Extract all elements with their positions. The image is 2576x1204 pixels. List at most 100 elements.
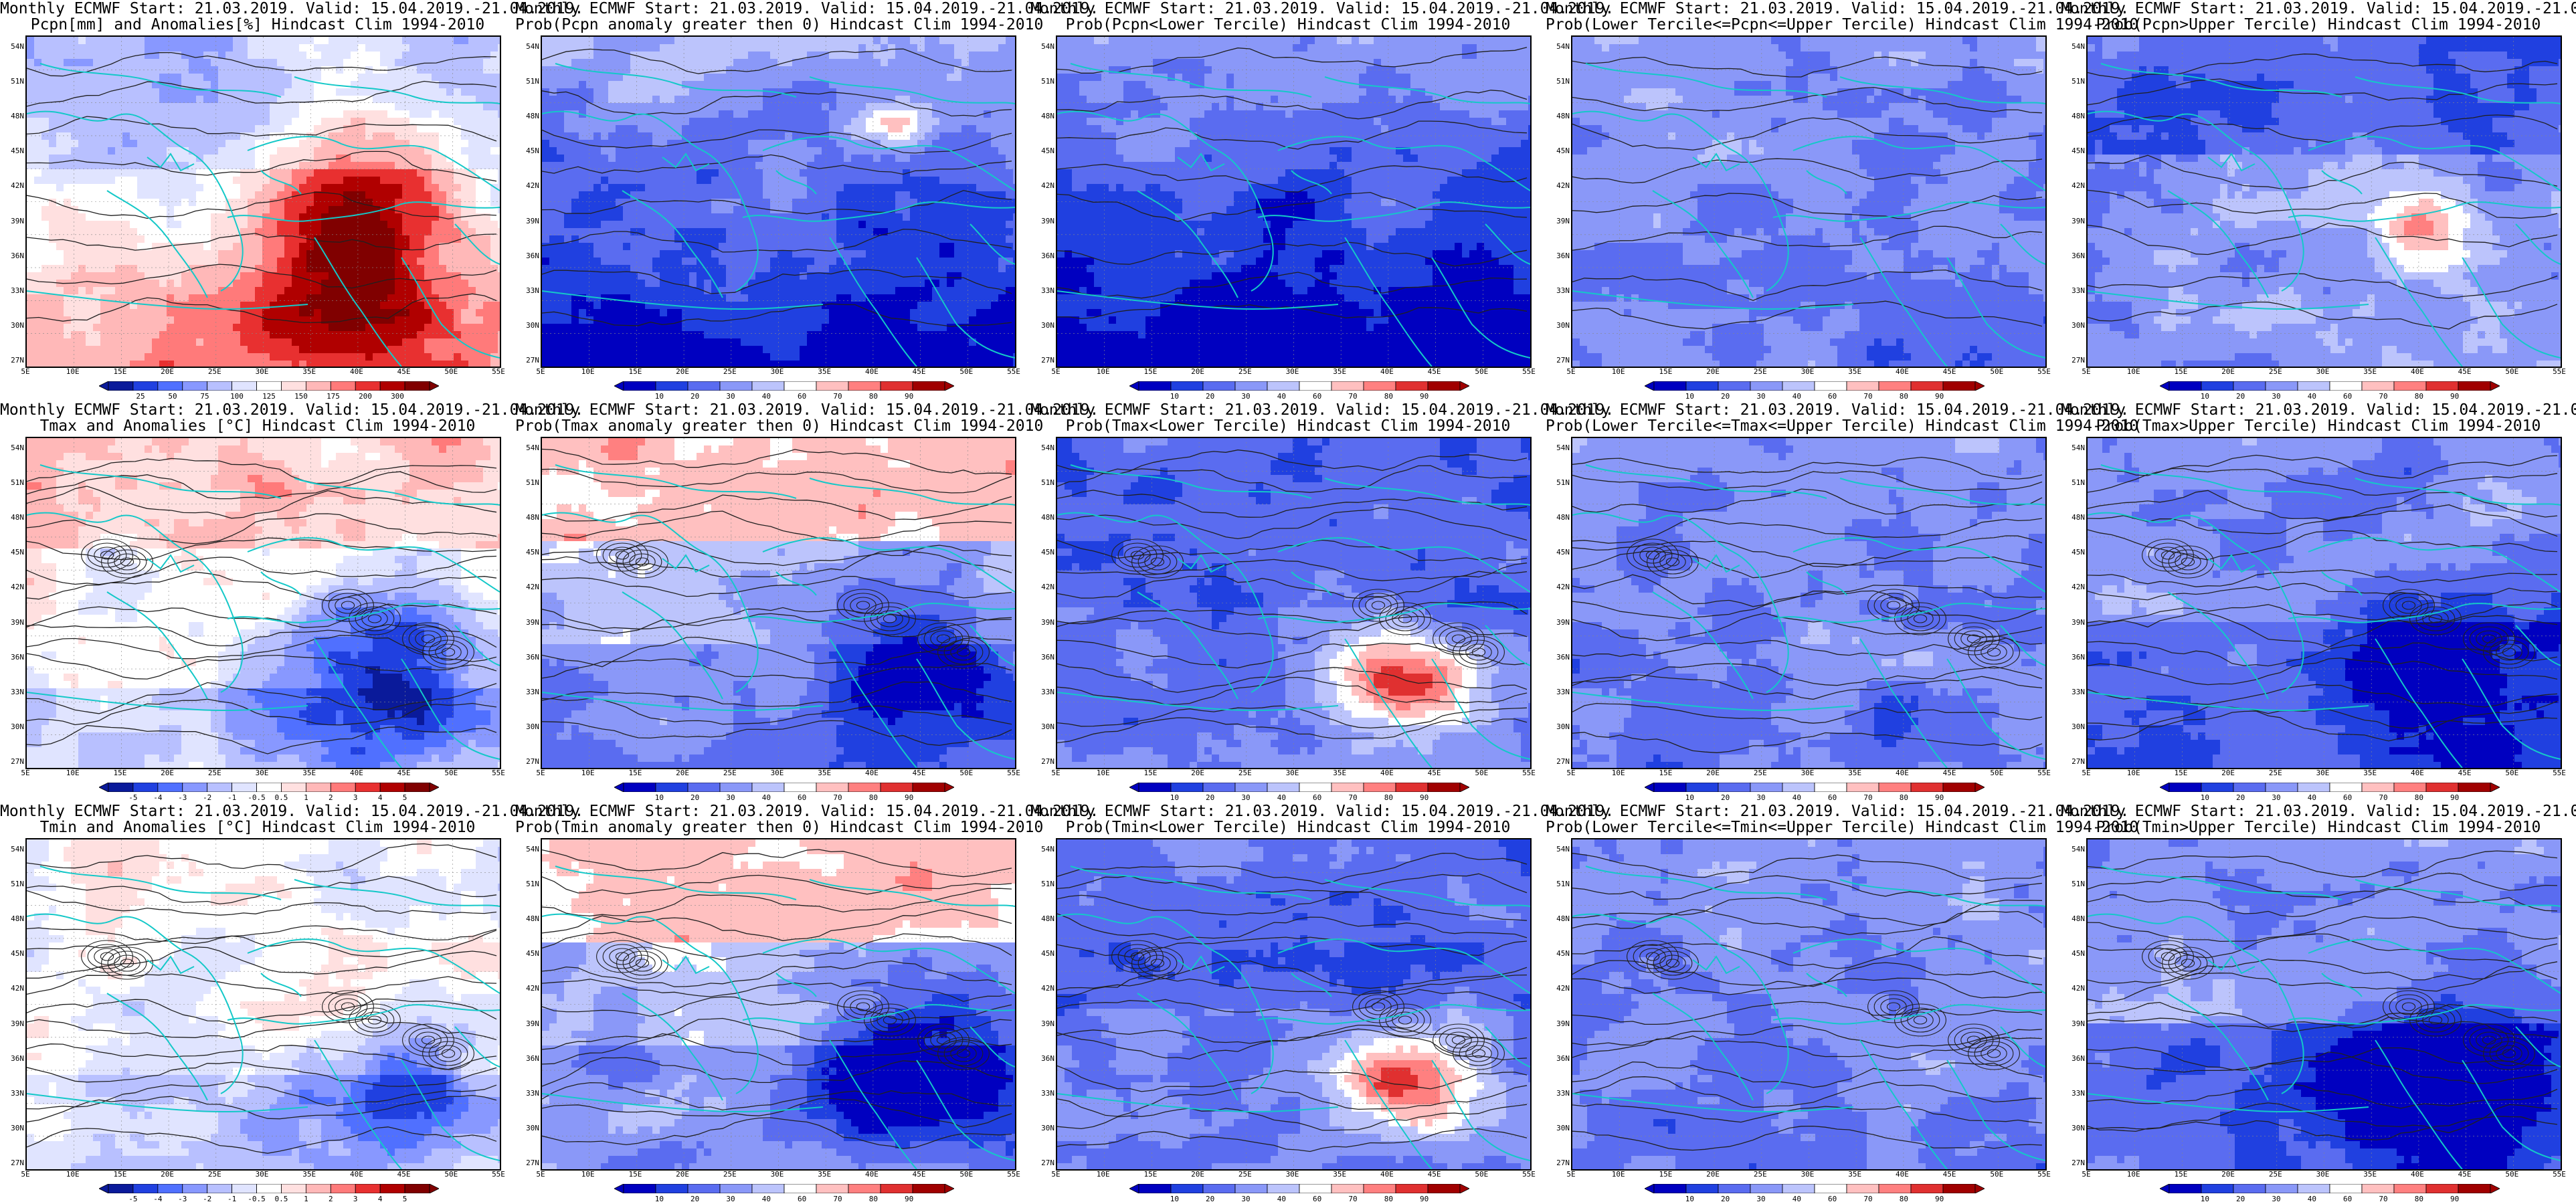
field-cell — [56, 118, 64, 126]
field-cell — [939, 169, 947, 177]
field-cell — [225, 44, 234, 52]
field-cell — [733, 110, 741, 118]
field-cell — [601, 191, 609, 199]
field-cell — [86, 272, 94, 280]
field-cell — [623, 103, 631, 111]
field-cell — [174, 177, 182, 185]
field-cell — [424, 132, 432, 140]
field-cell — [689, 74, 697, 82]
field-cell — [792, 250, 800, 258]
field-cell — [711, 37, 719, 45]
field-cell — [64, 177, 72, 185]
field-cell — [976, 59, 984, 67]
field-cell — [203, 331, 211, 339]
field-cell — [549, 125, 557, 133]
field-cell — [395, 177, 403, 185]
field-cell — [858, 155, 866, 163]
field-cell — [174, 235, 182, 243]
field-cell — [284, 265, 292, 273]
field-cell — [373, 309, 381, 317]
field-cell — [277, 361, 285, 367]
field-cell — [616, 243, 624, 251]
field-cell — [579, 59, 587, 67]
field-cell — [417, 118, 425, 126]
field-cell — [483, 125, 491, 133]
field-cell — [284, 361, 292, 367]
field-cell — [387, 155, 395, 163]
field-cell — [1006, 88, 1014, 96]
field-cell — [638, 66, 646, 74]
field-cell — [947, 103, 955, 111]
field-cell — [630, 169, 638, 177]
field-cell — [41, 250, 50, 258]
field-cell — [822, 118, 830, 126]
field-cell — [1013, 59, 1015, 67]
field-cell — [248, 316, 256, 324]
field-cell — [549, 258, 557, 266]
field-cell — [255, 206, 263, 214]
field-cell — [454, 265, 462, 273]
field-cell — [667, 140, 675, 148]
field-cell — [844, 221, 852, 229]
field-cell — [152, 287, 160, 295]
field-cell — [336, 338, 344, 346]
field-cell — [564, 155, 572, 163]
field-cell — [395, 258, 403, 266]
field-cell — [645, 103, 653, 111]
field-cell — [549, 59, 557, 67]
field-cell — [446, 243, 454, 251]
field-cell — [365, 294, 373, 302]
field-cell — [991, 37, 999, 45]
field-cell — [726, 103, 734, 111]
field-cell — [108, 287, 116, 295]
field-cell — [284, 272, 292, 280]
field-cell — [667, 177, 675, 185]
field-cell — [571, 96, 579, 104]
field-cell — [196, 52, 204, 60]
field-cell — [358, 294, 366, 302]
field-cell — [616, 177, 624, 185]
field-cell — [49, 324, 57, 332]
field-cell — [755, 243, 763, 251]
field-cell — [336, 221, 344, 229]
field-cell — [593, 177, 602, 185]
field-cell — [41, 191, 50, 199]
field-cell — [616, 118, 624, 126]
field-cell — [998, 140, 1006, 148]
field-cell — [329, 74, 337, 82]
field-cell — [1013, 221, 1015, 229]
field-cell — [284, 147, 292, 155]
field-cell — [329, 221, 337, 229]
field-cell — [115, 235, 123, 243]
field-cell — [424, 140, 432, 148]
field-cell — [218, 110, 226, 118]
field-cell — [439, 353, 447, 361]
longitude-label: 40E — [343, 367, 370, 376]
field-cell — [498, 44, 500, 52]
field-cell — [925, 206, 933, 214]
field-cell — [888, 37, 896, 45]
field-cell — [255, 294, 263, 302]
field-cell — [343, 169, 351, 177]
field-cell — [476, 66, 484, 74]
field-cell — [34, 309, 42, 317]
field-cell — [476, 155, 484, 163]
field-cell — [343, 206, 351, 214]
field-cell — [800, 103, 808, 111]
field-cell — [969, 44, 977, 52]
field-cell — [211, 59, 219, 67]
field-cell — [630, 147, 638, 155]
field-cell — [483, 287, 491, 295]
field-cell — [78, 44, 86, 52]
field-cell — [93, 235, 101, 243]
field-cell — [858, 199, 866, 207]
field-cell — [402, 37, 410, 45]
field-cell — [402, 191, 410, 199]
field-cell — [998, 44, 1006, 52]
field-cell — [78, 346, 86, 354]
field-cell — [432, 331, 440, 339]
field-cell — [159, 206, 167, 214]
field-cell — [947, 81, 955, 89]
field-cell — [439, 361, 447, 367]
field-cell — [424, 235, 432, 243]
